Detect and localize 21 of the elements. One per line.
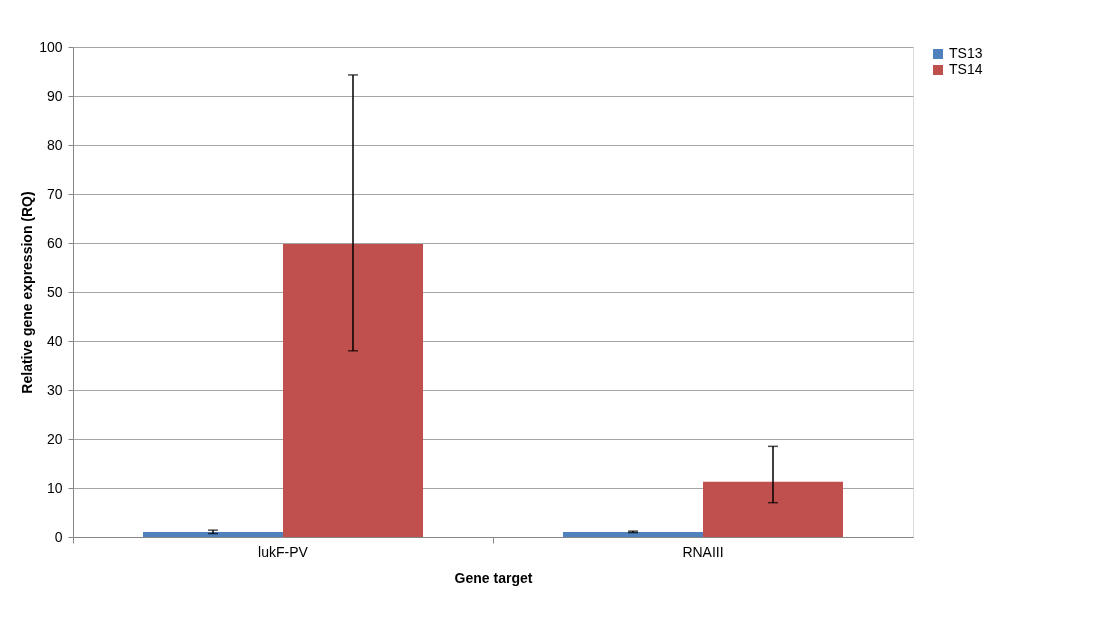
y-tick-label: 60 <box>46 234 63 251</box>
x-tick-label: lukF-PV <box>258 543 309 560</box>
bar <box>283 243 423 537</box>
y-tick-label: 80 <box>46 136 63 153</box>
bar <box>703 481 843 537</box>
y-tick-label: 0 <box>54 528 63 545</box>
y-axis-title: Relative gene expression (RQ) <box>19 191 36 394</box>
legend-label: TS14 <box>949 61 983 77</box>
y-tick-label: 20 <box>46 430 63 447</box>
y-tick-label: 100 <box>39 38 63 55</box>
y-tick-label: 70 <box>46 185 63 202</box>
y-tick-label: 50 <box>46 283 63 300</box>
bar <box>563 532 703 537</box>
y-tick-label: 40 <box>46 332 63 349</box>
y-tick-label: 10 <box>46 479 63 496</box>
y-tick-label: 90 <box>46 87 63 104</box>
x-axis-title: Gene target <box>454 569 533 586</box>
x-tick-label: RNAIII <box>682 543 724 560</box>
bar <box>143 532 283 537</box>
legend-label: TS13 <box>949 45 983 61</box>
y-tick-label: 30 <box>46 381 63 398</box>
